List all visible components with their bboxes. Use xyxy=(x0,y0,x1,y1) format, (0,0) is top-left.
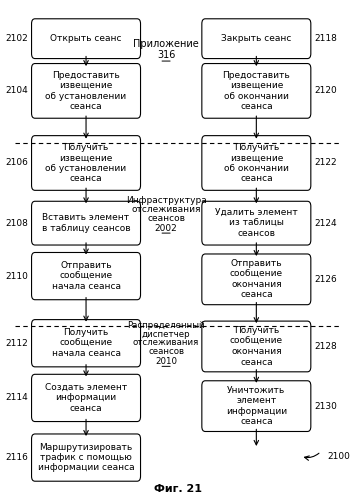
Text: Отправить
сообщение
окончания
сеанса: Отправить сообщение окончания сеанса xyxy=(230,259,283,300)
Text: Инфраструктура: Инфраструктура xyxy=(126,196,206,205)
Text: Фиг. 21: Фиг. 21 xyxy=(154,484,202,494)
FancyBboxPatch shape xyxy=(202,321,311,372)
Text: 2122: 2122 xyxy=(314,158,337,168)
Text: 2112: 2112 xyxy=(5,338,28,347)
Text: Получить
извещение
об окончании
сеанса: Получить извещение об окончании сеанса xyxy=(224,143,289,183)
Text: 2002: 2002 xyxy=(155,224,177,232)
Text: Удалить элемент
из таблицы
сеансов: Удалить элемент из таблицы сеансов xyxy=(215,208,298,238)
Text: 2102: 2102 xyxy=(5,34,28,43)
Text: Вставить элемент
в таблицу сеансов: Вставить элемент в таблицу сеансов xyxy=(42,214,130,233)
Text: Предоставить
извещение
об окончании
сеанса: Предоставить извещение об окончании сеан… xyxy=(222,71,290,111)
Text: 2106: 2106 xyxy=(5,158,28,168)
Text: диспетчер: диспетчер xyxy=(142,330,190,338)
Text: Получить
сообщение
начала сеанса: Получить сообщение начала сеанса xyxy=(52,328,121,358)
Text: Маршрутизировать
трафик с помощью
информации сеанса: Маршрутизировать трафик с помощью информ… xyxy=(38,442,134,472)
FancyBboxPatch shape xyxy=(202,19,311,59)
FancyBboxPatch shape xyxy=(32,374,141,422)
Text: Открыть сеанс: Открыть сеанс xyxy=(50,34,122,43)
FancyBboxPatch shape xyxy=(202,64,311,118)
Text: Предоставить
извещение
об установлении
сеанса: Предоставить извещение об установлении с… xyxy=(46,71,127,111)
Text: 2118: 2118 xyxy=(314,34,337,43)
Text: Распределенный: Распределенный xyxy=(127,320,205,330)
Text: 2010: 2010 xyxy=(155,357,177,366)
FancyBboxPatch shape xyxy=(32,320,141,367)
FancyBboxPatch shape xyxy=(32,64,141,118)
Text: Получить
сообщение
окончания
сеанса: Получить сообщение окончания сеанса xyxy=(230,326,283,366)
FancyBboxPatch shape xyxy=(32,252,141,300)
Text: 2104: 2104 xyxy=(5,86,28,96)
FancyBboxPatch shape xyxy=(202,381,311,432)
Text: отслеживания: отслеживания xyxy=(131,205,201,214)
Text: 316: 316 xyxy=(157,50,175,60)
FancyBboxPatch shape xyxy=(32,434,141,481)
Text: 2100: 2100 xyxy=(328,452,351,461)
Text: 2108: 2108 xyxy=(5,218,28,228)
Text: Получить
извещение
об установлении
сеанса: Получить извещение об установлении сеанс… xyxy=(46,143,127,183)
Text: сеансов: сеансов xyxy=(148,348,184,356)
Text: 2128: 2128 xyxy=(314,342,337,351)
FancyBboxPatch shape xyxy=(202,136,311,190)
Text: Отправить
сообщение
начала сеанса: Отправить сообщение начала сеанса xyxy=(52,261,121,291)
Text: 2130: 2130 xyxy=(314,402,337,410)
Text: 2124: 2124 xyxy=(314,218,337,228)
Text: отслеживания: отслеживания xyxy=(133,338,199,347)
Text: Приложение: Приложение xyxy=(133,38,199,48)
FancyBboxPatch shape xyxy=(32,136,141,190)
Text: сеансов: сеансов xyxy=(147,214,185,223)
Text: 2116: 2116 xyxy=(5,453,28,462)
Text: 2114: 2114 xyxy=(5,394,28,402)
Text: Создать элемент
информации
сеанса: Создать элемент информации сеанса xyxy=(45,383,127,413)
FancyBboxPatch shape xyxy=(32,202,141,245)
Text: 2120: 2120 xyxy=(314,86,337,96)
Text: 2110: 2110 xyxy=(5,272,28,280)
FancyBboxPatch shape xyxy=(202,202,311,245)
FancyBboxPatch shape xyxy=(32,19,141,59)
Text: 2126: 2126 xyxy=(314,275,337,284)
Text: Закрыть сеанс: Закрыть сеанс xyxy=(221,34,292,43)
Text: Уничтожить
элемент
информации
сеанса: Уничтожить элемент информации сеанса xyxy=(226,386,287,426)
FancyBboxPatch shape xyxy=(202,254,311,304)
